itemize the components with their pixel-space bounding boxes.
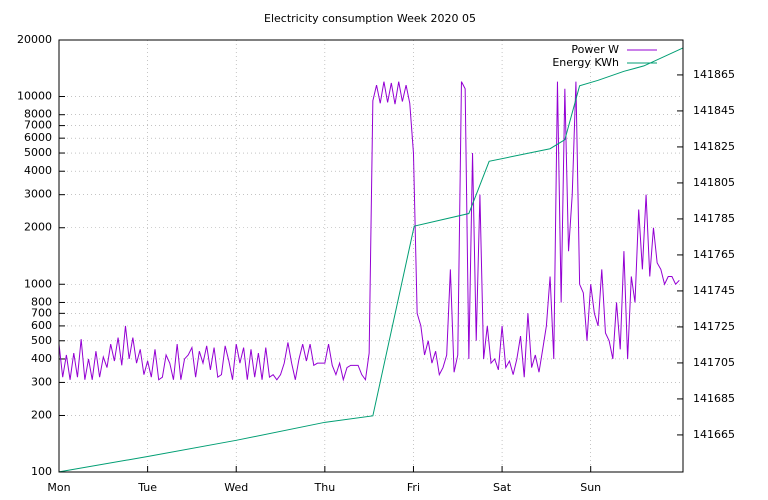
y2-tick-label: 141805	[693, 176, 735, 189]
data-line	[58, 47, 684, 473]
y-tick-label: 300	[31, 375, 52, 388]
y-tick-label: 700	[31, 306, 52, 319]
y-tick-label: 500	[31, 334, 52, 347]
y-tick-label: 1000	[24, 277, 52, 290]
y-tick-label: 20000	[17, 33, 52, 46]
y-tick-label: 100	[31, 465, 52, 478]
legend-label: Energy KWh	[552, 56, 619, 69]
y-tick-label: 600	[31, 319, 52, 332]
y2-tick-label: 141785	[693, 212, 735, 225]
y2-tick-label: 141845	[693, 104, 735, 117]
y2-tick-label: 141725	[693, 320, 735, 333]
y-tick-label: 400	[31, 352, 52, 365]
y2-tick-label: 141825	[693, 140, 735, 153]
y2-tick-label: 141865	[693, 68, 735, 81]
data-line	[58, 81, 680, 382]
y2-tick-label: 141685	[693, 392, 735, 405]
legend-label: Power W	[571, 43, 619, 56]
y2-tick-label: 141745	[693, 284, 735, 297]
x-tick-label: Sun	[580, 481, 601, 494]
y-tick-label: 200	[31, 408, 52, 421]
x-tick-label: Mon	[47, 481, 70, 494]
x-tick-label: Fri	[407, 481, 420, 494]
y2-tick-label: 141705	[693, 356, 735, 369]
y-tick-label: 4000	[24, 164, 52, 177]
chart-title: Electricity consumption Week 2020 05	[264, 12, 476, 25]
y-tick-label: 3000	[24, 188, 52, 201]
y-tick-label: 8000	[24, 108, 52, 121]
y-tick-label: 10000	[17, 90, 52, 103]
y-tick-label: 6000	[24, 131, 52, 144]
plot-border	[58, 39, 684, 473]
y-tick-label: 800	[31, 295, 52, 308]
y2-tick-label: 141765	[693, 248, 735, 261]
y-tick-label: 7000	[24, 119, 52, 132]
x-tick-label: Tue	[137, 481, 157, 494]
y2-tick-label: 141665	[693, 428, 735, 441]
y-tick-label: 2000	[24, 221, 52, 234]
x-tick-label: Wed	[224, 481, 248, 494]
y-tick-label: 5000	[24, 146, 52, 159]
x-tick-label: Thu	[314, 481, 336, 494]
x-tick-label: Sat	[493, 481, 512, 494]
